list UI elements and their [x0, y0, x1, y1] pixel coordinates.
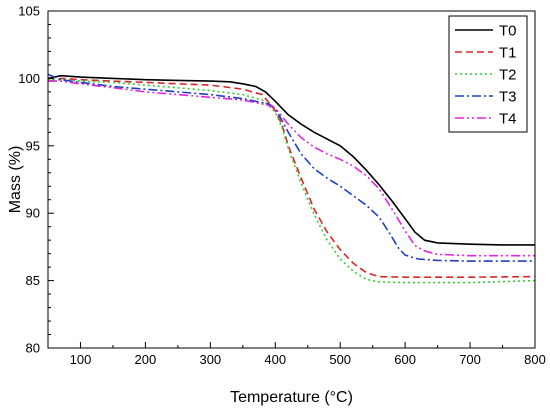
y-tick-label: 100: [18, 71, 40, 86]
x-tick-label: 400: [264, 352, 286, 367]
series-line-t1: [47, 77, 536, 278]
y-axis-title: Mass (%): [7, 146, 24, 214]
x-tick-label: 100: [70, 352, 92, 367]
y-tick-label: 105: [18, 4, 40, 19]
x-tick-label: 800: [524, 352, 546, 367]
y-tick-label: 85: [26, 273, 40, 288]
series-line-t3: [47, 73, 535, 262]
legend-label-t1: T1: [499, 45, 517, 62]
plot-lines: [47, 73, 536, 284]
x-tick-label: 600: [394, 352, 416, 367]
legend-label-t3: T3: [499, 89, 517, 106]
axis-ticks: [47, 10, 536, 349]
x-tick-label: 500: [329, 352, 351, 367]
x-tick-label: 300: [199, 352, 221, 367]
x-tick-label: 700: [459, 352, 481, 367]
y-tick-label: 80: [26, 341, 40, 356]
y-tick-label: 90: [26, 206, 40, 221]
legend-label-t2: T2: [499, 67, 517, 84]
series-line-t2: [48, 78, 536, 284]
legend-label-t4: T4: [499, 111, 517, 128]
y-tick-label: 95: [26, 138, 40, 153]
series-line-t0: [47, 74, 535, 246]
legend: T0 T1 T2 T3 T4: [448, 15, 528, 133]
x-tick-label: 200: [135, 352, 157, 367]
legend-label-t0: T0: [499, 23, 517, 40]
tick-labels: 100 200 300 400 500 600 700 800 80 85 90 95 100 105: [18, 4, 546, 368]
x-axis-title: Temperature (°C): [230, 389, 353, 406]
plot-frame: [47, 10, 536, 349]
